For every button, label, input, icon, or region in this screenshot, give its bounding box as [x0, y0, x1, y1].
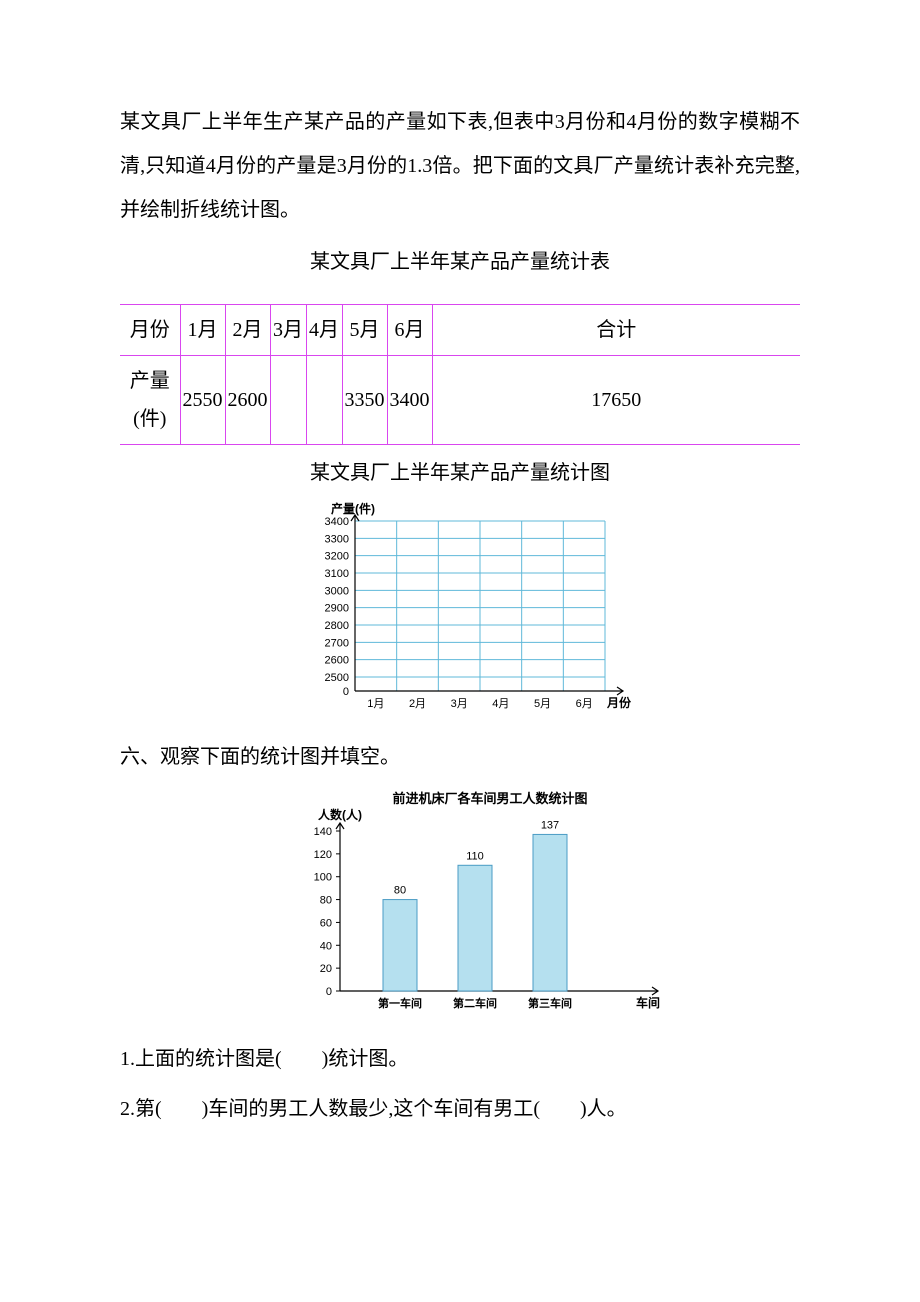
- month-cell: 1月: [180, 305, 225, 356]
- value-cell: 2600: [225, 356, 270, 445]
- chart1-container: 0 2500 2600 2700 2800 2900 3000 3100 3200 3300 340…: [120, 499, 800, 725]
- svg-text:2月: 2月: [409, 698, 426, 709]
- svg-text:0: 0: [326, 986, 332, 998]
- total-label: 合计: [432, 305, 800, 356]
- svg-text:40: 40: [320, 940, 332, 952]
- table-row-values: 产量(件) 2550 2600 3350 3400 17650: [120, 356, 800, 445]
- month-cell: 6月: [387, 305, 432, 356]
- month-cell: 3月: [270, 305, 306, 356]
- production-table: 月份 1月 2月 3月 4月 5月 6月 合计 产量(件) 2550 2600 …: [120, 304, 800, 445]
- svg-text:前进机床厂各车间男工人数统计图: 前进机床厂各车间男工人数统计图: [392, 791, 587, 806]
- svg-text:2700: 2700: [325, 637, 349, 649]
- total-value: 17650: [432, 356, 800, 445]
- row-label: 月份: [120, 305, 180, 356]
- svg-text:1月: 1月: [367, 698, 384, 709]
- svg-text:2800: 2800: [325, 620, 349, 632]
- value-cell: [270, 356, 306, 445]
- bar-chart: 前进机床厂各车间男工人数统计图 0 20 40 60 80 100 120 140 80 第一车间 1…: [260, 785, 660, 1015]
- svg-text:第二车间: 第二车间: [453, 996, 497, 1010]
- month-cell: 4月: [306, 305, 342, 356]
- table-title: 某文具厂上半年某产品产量统计表: [120, 240, 800, 284]
- month-cell: 2月: [225, 305, 270, 356]
- svg-text:137: 137: [541, 819, 559, 831]
- question-1: 1.上面的统计图是( )统计图。: [120, 1037, 800, 1081]
- value-cell: 3350: [342, 356, 387, 445]
- svg-text:4月: 4月: [492, 698, 509, 709]
- svg-text:6月: 6月: [576, 698, 593, 709]
- svg-text:2600: 2600: [325, 655, 349, 667]
- svg-text:人数(人): 人数(人): [318, 807, 362, 822]
- svg-text:月份: 月份: [606, 695, 632, 709]
- svg-text:110: 110: [466, 850, 484, 862]
- month-cell: 5月: [342, 305, 387, 356]
- svg-text:80: 80: [394, 885, 406, 897]
- svg-text:0: 0: [343, 686, 349, 698]
- line-chart-grid: 0 2500 2600 2700 2800 2900 3000 3100 3200 3300 340…: [275, 499, 645, 709]
- svg-text:产量(件): 产量(件): [331, 501, 375, 516]
- svg-text:120: 120: [314, 849, 332, 861]
- svg-text:第三车间: 第三车间: [528, 996, 572, 1010]
- svg-text:3000: 3000: [325, 585, 349, 597]
- svg-text:车间: 车间: [636, 995, 660, 1010]
- svg-text:60: 60: [320, 917, 332, 929]
- svg-text:20: 20: [320, 963, 332, 975]
- svg-text:140: 140: [314, 826, 332, 838]
- section-six-heading: 六、观察下面的统计图并填空。: [120, 735, 800, 779]
- svg-text:100: 100: [314, 872, 332, 884]
- value-cell: 2550: [180, 356, 225, 445]
- table-row-months: 月份 1月 2月 3月 4月 5月 6月 合计: [120, 305, 800, 356]
- svg-text:2500: 2500: [325, 672, 349, 684]
- svg-text:3100: 3100: [325, 568, 349, 580]
- svg-text:3400: 3400: [325, 516, 349, 528]
- svg-text:3200: 3200: [325, 551, 349, 563]
- svg-text:5月: 5月: [534, 698, 551, 709]
- value-cell: [306, 356, 342, 445]
- svg-text:3月: 3月: [451, 698, 468, 709]
- chart1-title: 某文具厂上半年某产品产量统计图: [120, 451, 800, 495]
- chart2-container: 前进机床厂各车间男工人数统计图 0 20 40 60 80 100 120 140 80 第一车间 1…: [120, 785, 800, 1031]
- svg-text:80: 80: [320, 895, 332, 907]
- row-label: 产量(件): [120, 356, 180, 445]
- svg-text:3300: 3300: [325, 533, 349, 545]
- question-2: 2.第( )车间的男工人数最少,这个车间有男工( )人。: [120, 1087, 800, 1131]
- svg-text:第一车间: 第一车间: [378, 996, 422, 1010]
- value-cell: 3400: [387, 356, 432, 445]
- svg-text:2900: 2900: [325, 603, 349, 615]
- intro-paragraph: 某文具厂上半年生产某产品的产量如下表,但表中3月份和4月份的数字模糊不清,只知道…: [120, 100, 800, 232]
